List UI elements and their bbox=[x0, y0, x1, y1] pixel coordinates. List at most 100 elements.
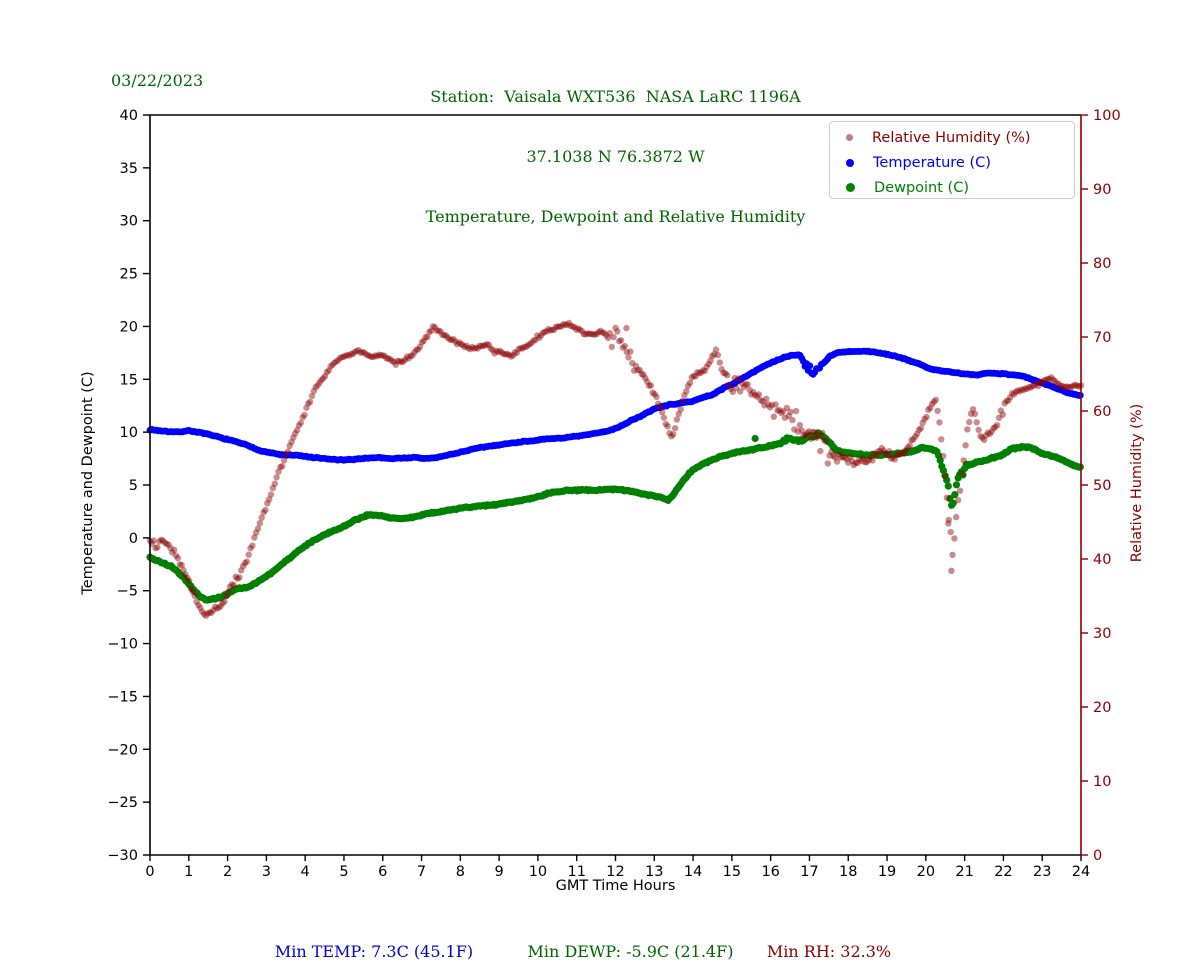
data-point bbox=[928, 400, 936, 408]
data-point bbox=[459, 342, 466, 349]
data-point bbox=[288, 438, 295, 446]
x-tick-label: 18 bbox=[839, 864, 857, 880]
data-point bbox=[644, 378, 651, 385]
data-point bbox=[930, 398, 938, 405]
data-point bbox=[269, 484, 277, 492]
data-point bbox=[655, 400, 662, 407]
data-point bbox=[197, 604, 204, 611]
data-point bbox=[221, 598, 228, 605]
data-point bbox=[346, 352, 353, 359]
data-point bbox=[662, 420, 669, 428]
data-point bbox=[779, 408, 787, 415]
data-point bbox=[944, 482, 952, 490]
data-point bbox=[152, 544, 159, 552]
x-tick-label: 2 bbox=[223, 864, 232, 880]
data-point bbox=[867, 454, 874, 461]
data-point bbox=[340, 353, 347, 360]
data-point bbox=[549, 326, 556, 334]
data-point bbox=[973, 419, 980, 426]
data-point bbox=[390, 358, 398, 366]
data-point bbox=[673, 416, 681, 423]
data-point bbox=[863, 458, 871, 466]
data-point bbox=[428, 327, 435, 334]
data-point bbox=[979, 434, 986, 441]
data-point bbox=[1074, 382, 1081, 389]
y-left-tick-label: −20 bbox=[107, 742, 138, 758]
data-point bbox=[893, 451, 900, 458]
data-point bbox=[791, 426, 798, 433]
legend-label-temperature: Temperature (C) bbox=[873, 154, 991, 171]
data-point bbox=[275, 468, 282, 475]
data-point bbox=[509, 352, 517, 359]
y-right-tick-label: 0 bbox=[1093, 848, 1102, 864]
data-point bbox=[746, 386, 753, 394]
data-point bbox=[515, 345, 522, 353]
temperature-marker-icon bbox=[846, 158, 854, 167]
x-tick-label: 3 bbox=[262, 864, 271, 880]
data-point bbox=[534, 332, 541, 339]
y-left-tick-label: 20 bbox=[120, 319, 138, 335]
y-left-tick-label: 40 bbox=[120, 108, 138, 124]
dewpoint-c-series bbox=[146, 429, 1084, 604]
data-point bbox=[617, 337, 625, 344]
data-point bbox=[753, 393, 761, 400]
data-point bbox=[403, 353, 411, 360]
data-point bbox=[299, 414, 306, 421]
legend-item-temperature: Temperature (C) bbox=[830, 150, 991, 175]
data-point bbox=[990, 425, 997, 432]
data-point bbox=[208, 609, 215, 616]
data-point bbox=[437, 328, 444, 335]
data-point bbox=[256, 520, 264, 527]
data-point bbox=[964, 426, 971, 433]
data-point bbox=[733, 385, 740, 392]
data-point bbox=[407, 352, 414, 359]
data-point bbox=[158, 536, 165, 543]
data-point bbox=[349, 350, 357, 358]
data-point bbox=[383, 355, 390, 362]
data-point bbox=[925, 406, 932, 413]
data-point bbox=[457, 340, 465, 348]
data-point bbox=[1068, 383, 1075, 390]
rh-marker-icon bbox=[846, 134, 853, 141]
data-point bbox=[262, 506, 269, 514]
data-point bbox=[593, 330, 601, 337]
data-point bbox=[869, 457, 876, 464]
x-tick-label: 17 bbox=[800, 864, 818, 880]
data-point bbox=[999, 411, 1006, 418]
data-point bbox=[478, 342, 485, 350]
data-point bbox=[193, 598, 200, 605]
y-left-tick-label: −25 bbox=[107, 795, 138, 811]
data-point bbox=[759, 398, 766, 405]
data-point bbox=[342, 352, 349, 359]
data-point bbox=[1027, 384, 1034, 391]
data-point bbox=[934, 407, 941, 414]
data-point bbox=[444, 334, 452, 341]
data-point bbox=[264, 500, 271, 507]
data-point bbox=[416, 343, 424, 350]
data-point bbox=[195, 602, 202, 609]
data-point bbox=[1059, 382, 1066, 390]
data-point bbox=[981, 436, 988, 443]
data-point bbox=[433, 327, 440, 334]
data-point bbox=[150, 537, 157, 544]
data-point bbox=[796, 421, 803, 429]
data-point bbox=[638, 370, 645, 377]
data-point bbox=[724, 372, 731, 379]
y-left-tick-label: 15 bbox=[120, 372, 138, 388]
data-point bbox=[906, 442, 913, 449]
data-point bbox=[899, 450, 906, 457]
data-point bbox=[357, 349, 364, 356]
data-point bbox=[737, 388, 744, 395]
data-point bbox=[1053, 380, 1061, 387]
data-point bbox=[1038, 379, 1046, 387]
data-point bbox=[712, 346, 720, 353]
data-point bbox=[910, 436, 917, 443]
data-point bbox=[174, 554, 182, 562]
data-point bbox=[640, 371, 647, 378]
data-point bbox=[338, 354, 345, 361]
data-point bbox=[839, 453, 846, 461]
data-point bbox=[688, 374, 695, 381]
data-point bbox=[582, 331, 589, 338]
data-point bbox=[671, 425, 679, 432]
data-point bbox=[806, 362, 814, 370]
